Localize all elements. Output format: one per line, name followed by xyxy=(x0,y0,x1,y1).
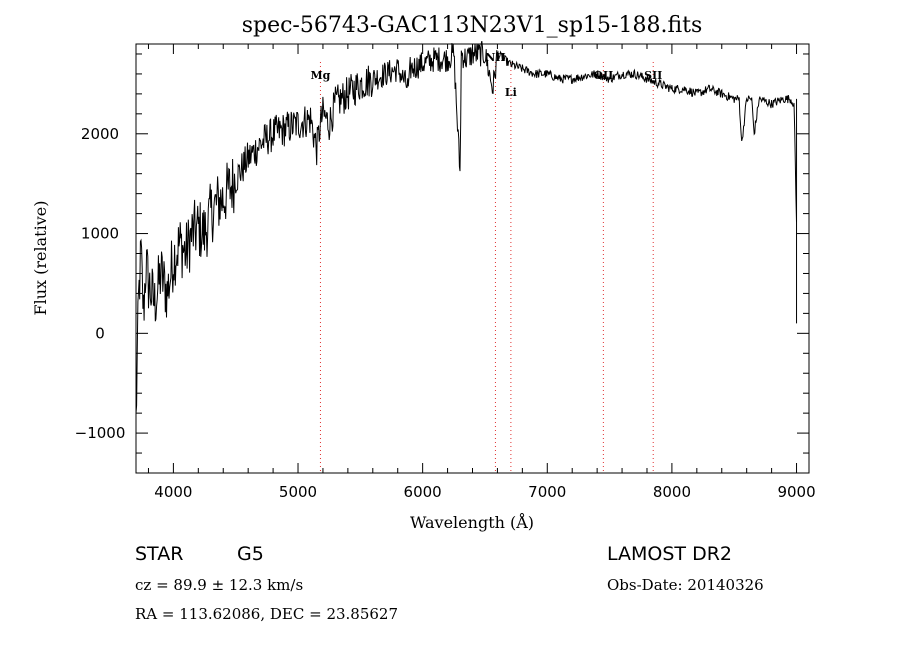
spectrum-series xyxy=(135,40,798,414)
y-tick-label: −1000 xyxy=(75,424,126,442)
x-tick-label: 8000 xyxy=(653,483,691,501)
x-tick-label: 9000 xyxy=(777,483,815,501)
x-tick-label: 7000 xyxy=(528,483,566,501)
line-label-mg: Mg xyxy=(311,69,331,82)
chart-title: spec-56743-GAC113N23V1_sp15-188.fits xyxy=(242,13,703,38)
object-class: STAR xyxy=(135,543,183,565)
redshift-text: cz = 89.9 ± 12.3 km/s xyxy=(135,576,303,594)
x-tick-label: 4000 xyxy=(154,483,192,501)
y-tick-label: 0 xyxy=(95,324,105,342)
obs-date: Obs-Date: 20140326 xyxy=(607,576,764,594)
axis-ticks xyxy=(136,44,809,473)
y-tick-label: 2000 xyxy=(81,125,119,143)
object-subclass: G5 xyxy=(237,543,264,565)
spectrum-line xyxy=(135,40,797,414)
axis-tick-labels: 4000 5000 6000 7000 8000 9000 −1000 0 1000 2000 xyxy=(75,125,816,501)
line-label-li: Li xyxy=(505,86,517,99)
coordinates-text: RA = 113.62086, DEC = 23.85627 xyxy=(135,605,398,623)
survey-name: LAMOST DR2 xyxy=(607,543,732,565)
x-tick-label: 5000 xyxy=(279,483,317,501)
y-tick-label: 1000 xyxy=(81,225,119,243)
x-tick-label: 6000 xyxy=(404,483,442,501)
y-axis-label: Flux (relative) xyxy=(31,201,50,316)
x-axis-label: Wavelength (Å) xyxy=(410,512,534,532)
plot-frame xyxy=(135,43,810,474)
